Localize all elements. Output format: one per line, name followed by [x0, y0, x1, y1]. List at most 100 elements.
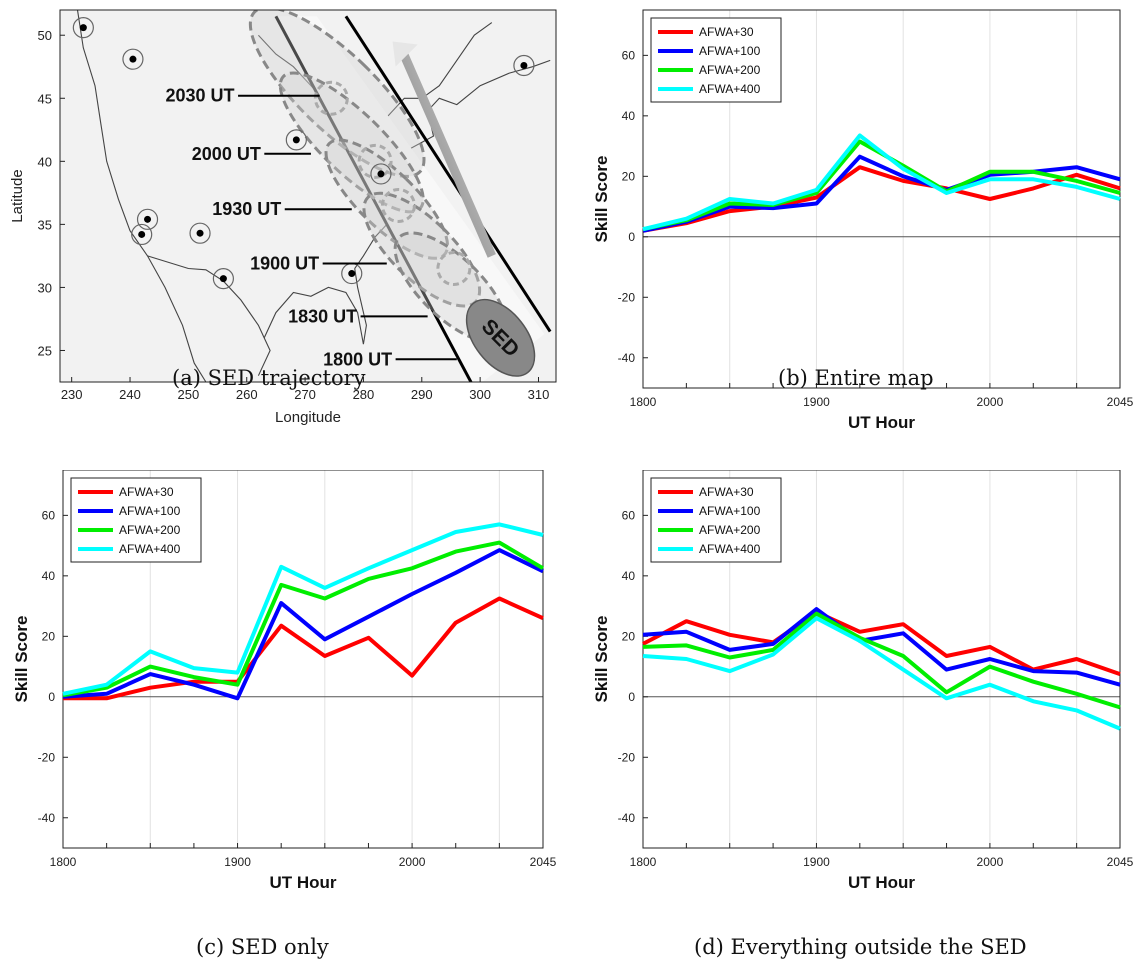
y-axis-label: Skill Score [592, 616, 611, 703]
map-axes-box [59, 9, 557, 383]
caption-c: (c) SED only [196, 935, 329, 959]
axes-box [642, 469, 1121, 849]
station-ring [189, 222, 211, 244]
y-tick-label: 40 [38, 154, 52, 169]
station-dot [138, 230, 146, 238]
x-tick-label: 300 [469, 387, 491, 402]
station-ring [285, 129, 307, 151]
sed-only-chart-panel: -40 -20 0 20 40 60 1800 1900 2000 2045 UT Hour Skil… [0, 469, 569, 910]
x-tick-label: 310 [528, 387, 550, 402]
legend: AFWA+30 AFWA+100 AFWA+200 AFWA+400 [70, 477, 202, 563]
series-line-afwa-plus-400 [62, 522, 544, 696]
x-tick-label: 290 [411, 387, 433, 402]
station-dot [520, 61, 528, 69]
trajectory-ellipse [248, 10, 426, 178]
y-tick-label: 40 [622, 109, 636, 123]
legend: AFWA+30 AFWA+100 AFWA+200 AFWA+400 [650, 17, 782, 103]
coastline [76, 10, 207, 382]
station-dot [196, 229, 204, 237]
x-tick-label: 1800 [630, 855, 657, 869]
propagation-arrowhead [392, 41, 418, 67]
y-tick-label: 40 [622, 569, 636, 583]
legend-entry: AFWA+30 [699, 485, 754, 499]
x-tick-label: 1800 [50, 855, 77, 869]
trajectory-circle [357, 143, 393, 179]
x-tick-label: 1900 [803, 395, 830, 409]
caption-b: (b) Entire map [778, 366, 934, 390]
y-tick-label: 20 [622, 629, 636, 643]
x-axis-label: UT Hour [269, 873, 336, 892]
y-tick-label: -40 [38, 811, 56, 825]
series-line-afwa-plus-400 [642, 133, 1121, 232]
series-line-afwa-plus-400 [642, 616, 1121, 731]
legend-entry: AFWA+100 [699, 44, 761, 58]
legend-entry: AFWA+30 [699, 25, 754, 39]
y-axis-label: Skill Score [592, 156, 611, 243]
legend-entry: AFWA+200 [699, 523, 761, 537]
x-tick-label: 280 [353, 387, 375, 402]
station-dot [292, 136, 300, 144]
y-axis-label: Latitude [9, 169, 26, 222]
y-tick-label: -40 [618, 351, 636, 365]
series-line-afwa-plus-30 [642, 610, 1121, 676]
series-line-afwa-plus-200 [62, 540, 545, 698]
station-ring [131, 223, 153, 246]
station-ring [136, 208, 159, 230]
legend-entry: AFWA+30 [119, 485, 174, 499]
outside-sed-chart: -40 -20 0 20 40 60 1800 1900 2000 2045 UT Hour Skil… [592, 469, 1134, 892]
time-label: 1800 UT [323, 349, 392, 369]
y-tick-label: 0 [48, 690, 55, 704]
x-tick-label: 240 [119, 387, 141, 402]
legend-entry: AFWA+400 [699, 542, 761, 556]
x-axis-label: UT Hour [848, 873, 915, 892]
time-label: 1900 UT [250, 253, 319, 273]
y-tick-label: -20 [38, 750, 56, 764]
sed-band-edge [274, 15, 473, 382]
series-line-afwa-plus-100 [62, 548, 544, 701]
y-tick-label: -20 [618, 290, 636, 304]
station-ring [370, 163, 392, 185]
y-tick-label: 30 [38, 280, 52, 295]
propagation-arrow [398, 49, 496, 258]
y-tick-label: -20 [618, 750, 636, 764]
x-axis-label: Longitude [275, 409, 341, 426]
sed-ellipse [465, 298, 536, 377]
series-line-afwa-plus-30 [63, 596, 544, 701]
legend: AFWA+30 AFWA+100 AFWA+200 AFWA+400 [650, 477, 782, 563]
station-ring [212, 267, 234, 290]
x-tick-label: 2000 [399, 855, 426, 869]
outside-sed-chart-panel: -40 -20 0 20 40 60 1800 1900 2000 2045 UT Hour Skil… [580, 469, 1138, 910]
x-tick-label: 270 [294, 387, 316, 402]
entire-map-chart-panel: -40 -20 0 20 40 60 1800 1900 2000 2045 UT Hour Skil… [580, 0, 1138, 440]
y-tick-label: 0 [628, 690, 635, 704]
time-label: 1930 UT [212, 199, 281, 219]
x-tick-label: 260 [236, 387, 258, 402]
station-dot [348, 270, 356, 278]
legend-entry: AFWA+100 [699, 504, 761, 518]
y-tick-label: 50 [38, 28, 52, 43]
trajectory-circle [380, 187, 416, 223]
station-dot [129, 55, 137, 63]
sed-only-chart: -40 -20 0 20 40 60 1800 1900 2000 2045 UT Hour Skil… [12, 469, 557, 892]
legend-entry: AFWA+400 [699, 82, 761, 96]
y-tick-label: -40 [618, 811, 636, 825]
legend-entry: AFWA+200 [699, 63, 761, 77]
y-tick-label: 20 [622, 169, 636, 183]
map-panel: SED 2030 UT 2000 UT 1930 UT 1900 UT 1830 UT 18… [0, 0, 569, 440]
x-tick-label: 1900 [803, 855, 830, 869]
sed-band-edge [344, 15, 552, 333]
station-dot [144, 215, 152, 223]
legend-entry: AFWA+200 [119, 523, 181, 537]
x-tick-label: 1800 [630, 395, 657, 409]
y-tick-label: 60 [622, 48, 636, 62]
station-dot [219, 275, 227, 283]
coastline [147, 255, 271, 376]
trajectory-circle [313, 80, 349, 116]
x-tick-label: 2000 [977, 855, 1004, 869]
series-line-afwa-plus-100 [642, 154, 1121, 233]
series-line-afwa-plus-100 [642, 607, 1121, 687]
y-tick-label: 0 [628, 230, 635, 244]
trajectory-circle [436, 251, 472, 287]
station-dot [377, 170, 385, 178]
